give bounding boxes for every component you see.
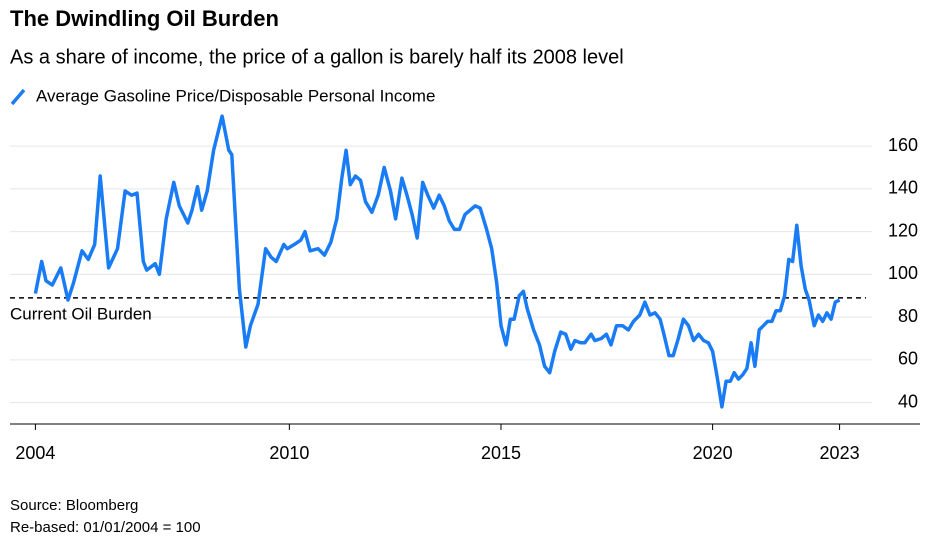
y-tick-label: 160 bbox=[888, 135, 918, 155]
x-tick-label: 2015 bbox=[481, 443, 521, 463]
y-tick-label: 80 bbox=[898, 306, 918, 326]
legend-label: Average Gasoline Price/Disposable Person… bbox=[36, 86, 435, 105]
y-tick-label: 60 bbox=[898, 349, 918, 369]
y-tick-label: 100 bbox=[888, 263, 918, 283]
x-tick-label: 2010 bbox=[269, 443, 309, 463]
chart-title: The Dwindling Oil Burden bbox=[10, 6, 279, 31]
y-tick-label: 40 bbox=[898, 391, 918, 411]
source: Source: Bloomberg bbox=[10, 497, 138, 514]
data-line bbox=[33, 114, 841, 409]
x-tick-label: 2023 bbox=[820, 443, 860, 463]
legend-swatch bbox=[10, 88, 26, 106]
y-tick-label: 120 bbox=[888, 220, 918, 240]
chart-subtitle: As a share of income, the price of a gal… bbox=[10, 46, 624, 68]
y-tick-label: 140 bbox=[888, 178, 918, 198]
x-tick-label: 2004 bbox=[15, 443, 55, 463]
x-tick-label: 2020 bbox=[693, 443, 733, 463]
reference-label: Current Oil Burden bbox=[10, 304, 152, 323]
note: Re-based: 01/01/2004 = 100 bbox=[10, 519, 201, 536]
